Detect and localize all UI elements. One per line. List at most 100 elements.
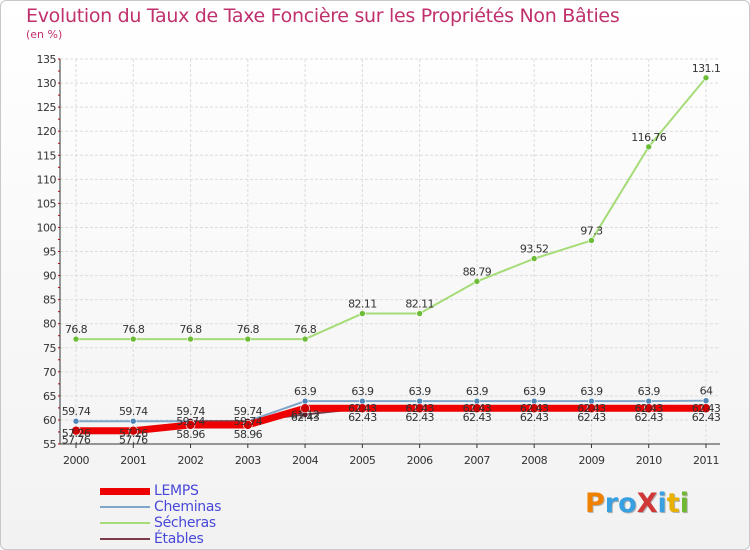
- y-tick-label: 65: [43, 390, 56, 403]
- data-label: 63.9: [351, 385, 374, 398]
- data-label: 116.76: [631, 131, 666, 144]
- data-label: 76.8: [179, 323, 202, 336]
- logo-letter: X: [636, 488, 658, 519]
- data-label: 63.9: [409, 385, 432, 398]
- data-point: [416, 310, 423, 317]
- data-point: [71, 425, 81, 436]
- data-label: 93.52: [520, 243, 549, 256]
- logo-letter: t: [666, 488, 680, 519]
- data-label: 62.43: [463, 411, 492, 424]
- legend-label: Cheminas: [154, 499, 222, 515]
- unit-label: (en %): [26, 28, 63, 41]
- y-tick-label: 115: [37, 149, 57, 162]
- x-tick-label: 2000: [63, 454, 89, 467]
- data-label: 62.43: [577, 402, 606, 415]
- data-point: [586, 403, 597, 414]
- axes: 55 60 65 70 75 80 85 90 95 100 105 110 115 120 125 130 1…: [37, 53, 720, 467]
- x-tick-label: 2011: [693, 454, 719, 467]
- data-point: [359, 310, 366, 317]
- data-label: 82.11: [405, 298, 434, 311]
- y-tick-label: 105: [37, 197, 57, 210]
- logo-letter: i: [657, 488, 667, 519]
- data-point: [414, 403, 425, 414]
- data-label: 63.9: [466, 385, 489, 398]
- data-point: [301, 397, 309, 405]
- series-layer: [71, 74, 711, 437]
- y-tick-label: 75: [43, 342, 56, 355]
- chart-title: Evolution du Taux de Taxe Foncière sur l…: [26, 5, 620, 27]
- x-tick-label: 2001: [120, 454, 146, 467]
- legend-label: Sécheras: [154, 515, 216, 531]
- x-tick-label: 2007: [464, 454, 490, 467]
- y-tick-label: 135: [37, 53, 57, 66]
- series-line: [76, 77, 707, 341]
- data-label: 63.9: [638, 385, 661, 398]
- data-label: 62.43: [577, 411, 606, 424]
- data-point: [72, 417, 80, 425]
- y-tick-label: 110: [37, 173, 57, 186]
- data-point: [645, 143, 653, 151]
- data-point: [129, 417, 137, 425]
- y-tick-label: 130: [37, 77, 57, 90]
- data-point: [301, 335, 309, 343]
- y-tick-label: 95: [43, 246, 56, 259]
- data-label: 62.43: [692, 402, 721, 415]
- y-tick-label: 120: [37, 125, 57, 138]
- x-tick-label: 2008: [521, 454, 547, 467]
- x-tick-label: 2002: [178, 454, 204, 467]
- data-label: 63.9: [294, 385, 317, 398]
- data-label: 88.79: [463, 265, 492, 278]
- data-label: 76.8: [122, 323, 145, 336]
- y-tick-label: 80: [43, 318, 56, 331]
- legend-swatch: [100, 506, 150, 508]
- data-label: 57.26: [62, 427, 91, 440]
- data-point: [702, 74, 710, 82]
- data-point: [129, 335, 137, 343]
- data-label: 59.74: [62, 405, 91, 418]
- x-tick-label: 2003: [235, 454, 261, 467]
- data-label: 62.43: [291, 411, 320, 424]
- x-tick-label: 2006: [407, 454, 433, 467]
- data-label: 58.96: [234, 428, 263, 441]
- data-point: [244, 335, 252, 343]
- y-tick-label: 85: [43, 294, 56, 307]
- data-label: 62.43: [348, 411, 377, 424]
- data-point: [473, 278, 481, 285]
- data-label: 97.3: [580, 224, 603, 237]
- data-label: 59.74: [176, 415, 205, 428]
- y-tick-label: 55: [43, 438, 56, 451]
- legend-label: LEMPS: [154, 483, 199, 499]
- proxiti-logo: ProXiti: [585, 488, 689, 519]
- x-tick-label: 2010: [636, 454, 662, 467]
- logo-letter: r: [604, 488, 619, 519]
- data-point: [701, 403, 711, 414]
- data-label: 59.74: [234, 415, 263, 428]
- logo-letter: P: [585, 488, 605, 519]
- data-label: 62.43: [405, 411, 434, 424]
- data-point: [185, 420, 196, 430]
- legend-swatch: [100, 538, 150, 540]
- data-label: 63.9: [580, 385, 603, 398]
- data-label: 76.8: [65, 323, 88, 336]
- legend-label: Étables: [154, 531, 204, 547]
- logo-letter: o: [618, 488, 637, 519]
- data-label: 57.26: [119, 427, 148, 440]
- data-point: [643, 403, 654, 414]
- y-tick-label: 125: [37, 101, 57, 114]
- x-tick-label: 2005: [349, 454, 375, 467]
- data-point: [72, 335, 80, 343]
- grid: [60, 58, 720, 445]
- data-point: [588, 237, 595, 244]
- data-point: [300, 403, 310, 414]
- data-label: 62.43: [692, 411, 721, 424]
- data-point: [472, 403, 482, 414]
- series-lemps: [71, 403, 711, 436]
- data-label: 59.74: [234, 405, 263, 418]
- data-point: [243, 420, 253, 430]
- data-label: 76.8: [294, 323, 317, 336]
- data-label: 57.76: [62, 434, 91, 447]
- data-label: 62.43: [405, 402, 434, 415]
- y-tick-label: 90: [43, 270, 56, 283]
- data-label: 62.43: [634, 411, 663, 424]
